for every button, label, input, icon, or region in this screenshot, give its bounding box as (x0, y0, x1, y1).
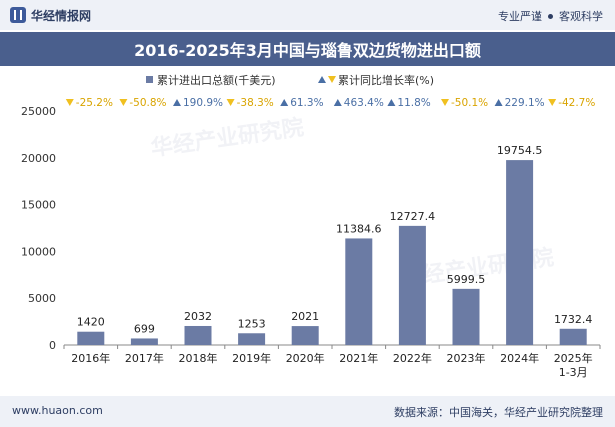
y-tick-label: 25000 (21, 105, 56, 118)
bar (130, 338, 158, 345)
bar (77, 331, 105, 345)
y-tick-label: 5000 (28, 292, 56, 305)
y-tick-label: 20000 (21, 152, 56, 165)
y-tick-label: 15000 (21, 199, 56, 212)
bar-value-label: 2032 (184, 310, 212, 323)
growth-down-triangle-icon (226, 99, 235, 106)
chart-title: 2016-2025年3月中国与瑙鲁双边货物进出口额 (0, 32, 615, 66)
growth-up-triangle-icon (280, 99, 289, 106)
bar (238, 333, 266, 345)
footer-site: www.huaon.com (12, 404, 103, 417)
x-tick-label: 2022年 (393, 351, 432, 365)
legend-bar-swatch (146, 76, 153, 83)
y-tick-label: 0 (49, 339, 56, 352)
growth-down-triangle-icon (65, 99, 74, 106)
bar (452, 288, 480, 345)
growth-rate-label: -50.1% (451, 97, 488, 109)
x-tick-label: 2019年 (232, 351, 271, 365)
growth-down-triangle-icon (548, 99, 557, 106)
slogan-right: 客观科学 (559, 10, 603, 23)
bar (345, 238, 373, 345)
chart-area: 累计进出口总额(千美元) 累计同比增长率(%) 0 5000 10000 15000 200… (21, 73, 601, 379)
bar (291, 326, 319, 345)
growth-rate-label: 11.8% (397, 97, 430, 109)
growth-down-triangle-icon (119, 99, 128, 106)
x-tick-label: 2025年 (554, 351, 593, 365)
slogan-dot-icon (548, 13, 553, 19)
x-tick-label: 2023年 (447, 351, 486, 365)
legend-label-growth: 累计同比增长率(%) (338, 73, 434, 87)
brand: 华经情报网 (10, 6, 91, 24)
legend-down-triangle-icon (328, 76, 336, 83)
footer-source: 数据来源：中国海关，华经产业研究院整理 (394, 406, 603, 419)
top-banner: 华经情报网 专业严谨 客观科学 (0, 0, 615, 30)
growth-down-triangle-icon (441, 99, 449, 106)
x-tick-label: 1-3月 (559, 366, 588, 379)
brand-logo-icon (10, 7, 26, 23)
bar-value-label: 5999.5 (447, 273, 486, 286)
growth-up-triangle-icon (333, 99, 342, 106)
footer: www.huaon.com 数据来源：中国海关，华经产业研究院整理 (0, 396, 615, 427)
slogan: 专业严谨 客观科学 (498, 8, 603, 24)
growth-rate-label: 229.1% (505, 97, 545, 109)
bar (559, 328, 587, 345)
growth-rate-label: -25.2% (76, 97, 113, 109)
x-tick-label: 2016年 (71, 351, 110, 365)
bar-value-label: 1420 (77, 316, 105, 329)
x-tick-label: 2020年 (286, 351, 325, 365)
x-tick-label: 2017年 (125, 351, 164, 365)
growth-rate-label: 463.4% (344, 97, 384, 109)
legend-up-triangle-icon (318, 76, 326, 83)
bar-value-label: 19754.5 (497, 144, 543, 157)
growth-up-triangle-icon (173, 99, 181, 106)
bar-value-label: 1253 (238, 317, 266, 330)
bar-value-label: 1732.4 (554, 313, 593, 326)
growth-rate-label: 190.9% (183, 97, 223, 109)
y-tick-label: 10000 (21, 245, 56, 258)
bar (184, 325, 212, 345)
x-tick-label: 2024年 (500, 351, 539, 365)
bar (506, 160, 534, 345)
bar-value-label: 11384.6 (336, 222, 382, 235)
growth-rate-label: -38.3% (237, 97, 274, 109)
growth-rate-label: -42.7% (558, 97, 595, 109)
x-tick-label: 2018年 (179, 351, 218, 365)
growth-rate-label: 61.3% (290, 97, 323, 109)
bar-value-label: 699 (134, 322, 155, 335)
slogan-left: 专业严谨 (498, 10, 542, 23)
bar-value-label: 12727.4 (390, 210, 436, 223)
growth-rate-label: -50.8% (129, 97, 166, 109)
growth-up-triangle-icon (494, 99, 503, 106)
growth-up-triangle-icon (387, 99, 396, 106)
bar (398, 225, 426, 345)
bar-value-label: 2021 (291, 310, 319, 323)
legend-label-total: 累计进出口总额(千美元) (157, 73, 276, 87)
brand-name: 华经情报网 (31, 8, 92, 23)
x-tick-label: 2021年 (339, 351, 378, 365)
